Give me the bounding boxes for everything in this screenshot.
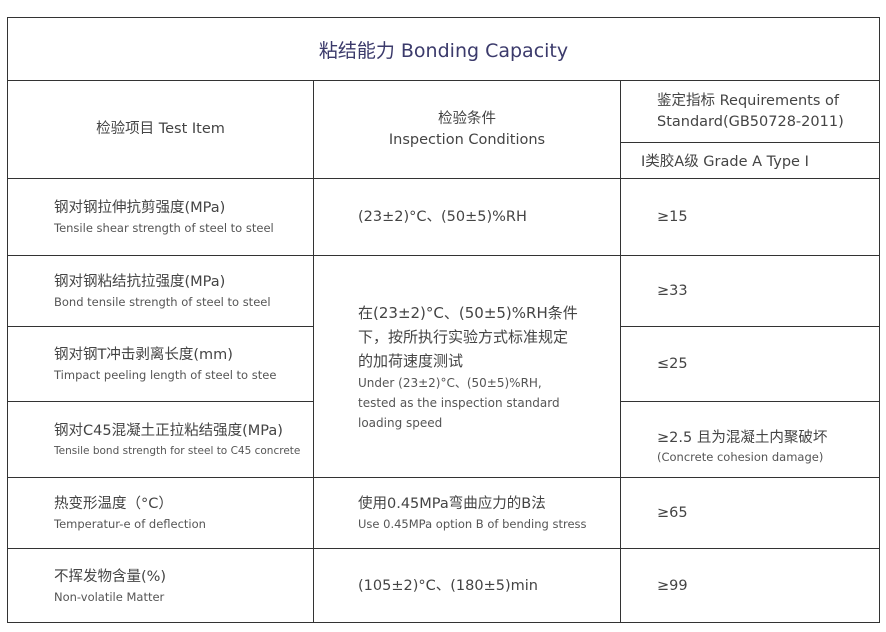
item-zh: 钢对钢拉伸抗剪强度(MPa) — [54, 200, 226, 216]
shared-condition-zh: 在(23±2)°C、(50±5)%RH条件下，按所执行实验方式标准规定的加荷速度… — [358, 303, 578, 370]
shared-condition-en: Under (23±2)°C、(50±5)%RH, tested as the … — [358, 375, 560, 430]
shared-condition: 在(23±2)°C、(50±5)%RH条件下，按所执行实验方式标准规定的加荷速度… — [313, 255, 621, 478]
table-row: 不挥发物含量(%) Non-volatile Matter (105±2)°C、… — [7, 548, 880, 623]
item-en: Tensile bond strength for steel to C45 c… — [54, 444, 301, 457]
item-zh: 钢对C45混凝土正拉粘结强度(MPa) — [54, 422, 283, 439]
item-zh: 钢对钢T冲击剥离长度(mm) — [54, 347, 233, 363]
table-row: 钢对C45混凝土正拉粘结强度(MPa) Tensile bond strengt… — [7, 401, 880, 478]
requirement: ≤25 — [620, 326, 880, 402]
condition-en: Use 0.45MPa option B of bending stress — [358, 517, 587, 531]
condition: (105±2)°C、(180±5)min — [313, 548, 621, 623]
item-zh: 钢对钢粘结抗拉强度(MPa) — [54, 274, 226, 290]
table-row: 钢对钢粘结抗拉强度(MPa) Bond tensile strength of … — [7, 255, 880, 478]
test-item: 钢对钢T冲击剥离长度(mm) Timpact peeling length of… — [7, 326, 314, 402]
requirement: ≥2.5 且为混凝土内聚破坏 (Concrete cohesion damage… — [620, 401, 880, 478]
test-item: 不挥发物含量(%) Non-volatile Matter — [7, 548, 314, 623]
test-item: 钢对钢粘结抗拉强度(MPa) Bond tensile strength of … — [7, 255, 314, 327]
requirement: ≥15 — [620, 178, 880, 256]
item-en: Non-volatile Matter — [54, 589, 165, 604]
test-item: 钢对C45混凝土正拉粘结强度(MPa) Tensile bond strengt… — [7, 401, 314, 478]
item-en: Timpact peeling length of steel to stee — [54, 368, 277, 382]
header-requirements-line1: 鉴定指标 Requirements of — [657, 92, 840, 109]
item-en: Tensile shear strength of steel to steel — [54, 221, 274, 235]
header-requirements-line2: Standard(GB50728-2011) — [657, 113, 844, 130]
header-conditions-en: Inspection Conditions — [388, 131, 546, 148]
condition: (23±2)°C、(50±5)%RH — [313, 178, 621, 256]
header-grade: Ⅰ类胶A级 Grade A Type Ⅰ — [620, 142, 880, 179]
condition: 使用0.45MPa弯曲应力的B法 Use 0.45MPa option B of… — [313, 477, 621, 549]
requirement: ≥99 — [620, 548, 880, 623]
item-zh: 热变形温度（°C） — [54, 496, 173, 512]
requirement-value: ≥2.5 且为混凝土内聚破坏 — [657, 430, 828, 446]
header-conditions: 检验条件 Inspection Conditions — [313, 80, 621, 179]
header-test-item: 检验项目 Test Item — [7, 80, 314, 179]
test-item: 热变形温度（°C） Temperatur-e of deflection — [7, 477, 314, 549]
item-en: Temperatur-e of deflection — [54, 517, 206, 531]
condition-zh: 使用0.45MPa弯曲应力的B法 — [358, 496, 546, 512]
table-row: 热变形温度（°C） Temperatur-e of deflection 使用0… — [7, 477, 880, 549]
requirement: ≥65 — [620, 477, 880, 549]
table-row: 钢对钢拉伸抗剪强度(MPa) Tensile shear strength of… — [7, 178, 880, 256]
header-conditions-zh: 检验条件 — [438, 110, 496, 127]
test-item: 钢对钢拉伸抗剪强度(MPa) Tensile shear strength of… — [7, 178, 314, 256]
item-en: Bond tensile strength of steel to steel — [54, 295, 271, 309]
header-requirements: 鉴定指标 Requirements of Standard(GB50728-20… — [620, 80, 880, 143]
table-row: 钢对钢T冲击剥离长度(mm) Timpact peeling length of… — [7, 326, 880, 402]
item-zh: 不挥发物含量(%) — [54, 568, 167, 585]
bonding-capacity-table: 粘结能力 Bonding Capacity 检验项目 Test Item 检验条… — [7, 17, 880, 623]
table-title: 粘结能力 Bonding Capacity — [7, 17, 880, 81]
requirement: ≥33 — [620, 255, 880, 327]
requirement-note: (Concrete cohesion damage) — [657, 450, 824, 464]
